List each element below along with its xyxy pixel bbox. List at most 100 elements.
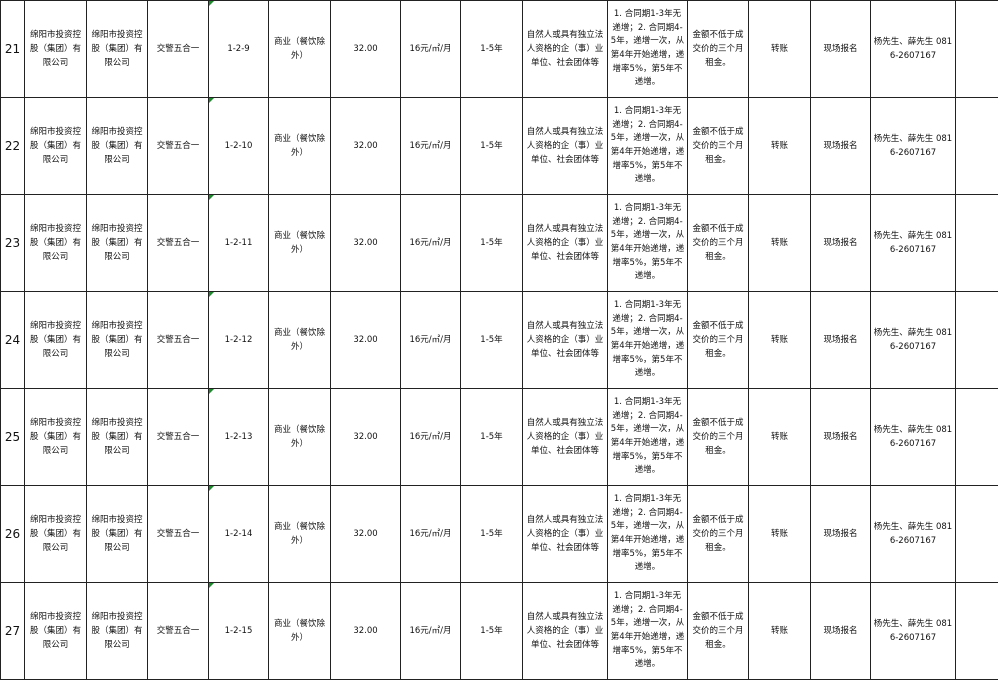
qualification-cell[interactable]: 自然人或具有独立法人资格的企（事）业单位、社会团体等 bbox=[523, 389, 608, 486]
lessor-cell[interactable]: 绵阳市投资控股（集团）有限公司 bbox=[25, 389, 87, 486]
signup-method-cell[interactable]: 现场报名 bbox=[811, 583, 871, 680]
usage-cell[interactable]: 商业（餐饮除外） bbox=[269, 292, 331, 389]
price-cell[interactable]: 16元/㎡/月 bbox=[401, 1, 461, 98]
unit-number-cell[interactable]: 1-2-9 bbox=[209, 1, 269, 98]
area-cell[interactable]: 32.00 bbox=[331, 292, 401, 389]
qualification-cell[interactable]: 自然人或具有独立法人资格的企（事）业单位、社会团体等 bbox=[523, 98, 608, 195]
usage-cell[interactable]: 商业（餐饮除外） bbox=[269, 98, 331, 195]
signup-method-cell[interactable]: 现场报名 bbox=[811, 486, 871, 583]
location-cell[interactable]: 交警五合一 bbox=[148, 1, 209, 98]
usage-cell[interactable]: 商业（餐饮除外） bbox=[269, 389, 331, 486]
extra-cell[interactable] bbox=[956, 292, 998, 389]
lessor-cell[interactable]: 绵阳市投资控股（集团）有限公司 bbox=[25, 486, 87, 583]
payment-method-cell[interactable]: 转账 bbox=[749, 292, 811, 389]
price-cell[interactable]: 16元/㎡/月 bbox=[401, 486, 461, 583]
payment-method-cell[interactable]: 转账 bbox=[749, 195, 811, 292]
usage-cell[interactable]: 商业（餐饮除外） bbox=[269, 195, 331, 292]
location-cell[interactable]: 交警五合一 bbox=[148, 389, 209, 486]
lessor-cell[interactable]: 绵阳市投资控股（集团）有限公司 bbox=[25, 98, 87, 195]
qualification-cell[interactable]: 自然人或具有独立法人资格的企（事）业单位、社会团体等 bbox=[523, 583, 608, 680]
contact-cell[interactable]: 杨先生、薛先生 0816-2607167 bbox=[871, 195, 956, 292]
owner-cell[interactable]: 绵阳市投资控股（集团）有限公司 bbox=[87, 389, 148, 486]
rent-increase-cell[interactable]: 1. 合同期1-3年无递增；2. 合同期4-5年，递增一次，从第4年开始递增，递… bbox=[608, 98, 688, 195]
area-cell[interactable]: 32.00 bbox=[331, 1, 401, 98]
unit-number-cell[interactable]: 1-2-13 bbox=[209, 389, 269, 486]
deposit-cell[interactable]: 金额不低于成交价的三个月租金。 bbox=[688, 389, 749, 486]
price-cell[interactable]: 16元/㎡/月 bbox=[401, 583, 461, 680]
extra-cell[interactable] bbox=[956, 389, 998, 486]
contact-cell[interactable]: 杨先生、薛先生 0816-2607167 bbox=[871, 389, 956, 486]
price-cell[interactable]: 16元/㎡/月 bbox=[401, 98, 461, 195]
qualification-cell[interactable]: 自然人或具有独立法人资格的企（事）业单位、社会团体等 bbox=[523, 292, 608, 389]
rent-increase-cell[interactable]: 1. 合同期1-3年无递增；2. 合同期4-5年，递增一次，从第4年开始递增，递… bbox=[608, 195, 688, 292]
unit-number-cell[interactable]: 1-2-15 bbox=[209, 583, 269, 680]
area-cell[interactable]: 32.00 bbox=[331, 389, 401, 486]
qualification-cell[interactable]: 自然人或具有独立法人资格的企（事）业单位、社会团体等 bbox=[523, 486, 608, 583]
extra-cell[interactable] bbox=[956, 1, 998, 98]
qualification-cell[interactable]: 自然人或具有独立法人资格的企（事）业单位、社会团体等 bbox=[523, 195, 608, 292]
owner-cell[interactable]: 绵阳市投资控股（集团）有限公司 bbox=[87, 292, 148, 389]
deposit-cell[interactable]: 金额不低于成交价的三个月租金。 bbox=[688, 486, 749, 583]
signup-method-cell[interactable]: 现场报名 bbox=[811, 389, 871, 486]
extra-cell[interactable] bbox=[956, 98, 998, 195]
owner-cell[interactable]: 绵阳市投资控股（集团）有限公司 bbox=[87, 1, 148, 98]
lessor-cell[interactable]: 绵阳市投资控股（集团）有限公司 bbox=[25, 1, 87, 98]
deposit-cell[interactable]: 金额不低于成交价的三个月租金。 bbox=[688, 292, 749, 389]
payment-method-cell[interactable]: 转账 bbox=[749, 1, 811, 98]
signup-method-cell[interactable]: 现场报名 bbox=[811, 195, 871, 292]
contact-cell[interactable]: 杨先生、薛先生 0816-2607167 bbox=[871, 98, 956, 195]
row-number-cell[interactable]: 25 bbox=[1, 389, 25, 486]
location-cell[interactable]: 交警五合一 bbox=[148, 195, 209, 292]
rent-increase-cell[interactable]: 1. 合同期1-3年无递增；2. 合同期4-5年，递增一次，从第4年开始递增，递… bbox=[608, 292, 688, 389]
location-cell[interactable]: 交警五合一 bbox=[148, 486, 209, 583]
location-cell[interactable]: 交警五合一 bbox=[148, 98, 209, 195]
extra-cell[interactable] bbox=[956, 486, 998, 583]
usage-cell[interactable]: 商业（餐饮除外） bbox=[269, 583, 331, 680]
term-cell[interactable]: 1-5年 bbox=[461, 486, 523, 583]
extra-cell[interactable] bbox=[956, 583, 998, 680]
price-cell[interactable]: 16元/㎡/月 bbox=[401, 389, 461, 486]
deposit-cell[interactable]: 金额不低于成交价的三个月租金。 bbox=[688, 583, 749, 680]
location-cell[interactable]: 交警五合一 bbox=[148, 292, 209, 389]
unit-number-cell[interactable]: 1-2-12 bbox=[209, 292, 269, 389]
price-cell[interactable]: 16元/㎡/月 bbox=[401, 195, 461, 292]
row-number-cell[interactable]: 24 bbox=[1, 292, 25, 389]
payment-method-cell[interactable]: 转账 bbox=[749, 389, 811, 486]
owner-cell[interactable]: 绵阳市投资控股（集团）有限公司 bbox=[87, 583, 148, 680]
unit-number-cell[interactable]: 1-2-10 bbox=[209, 98, 269, 195]
term-cell[interactable]: 1-5年 bbox=[461, 292, 523, 389]
row-number-cell[interactable]: 22 bbox=[1, 98, 25, 195]
area-cell[interactable]: 32.00 bbox=[331, 98, 401, 195]
contact-cell[interactable]: 杨先生、薛先生 0816-2607167 bbox=[871, 583, 956, 680]
payment-method-cell[interactable]: 转账 bbox=[749, 98, 811, 195]
unit-number-cell[interactable]: 1-2-14 bbox=[209, 486, 269, 583]
term-cell[interactable]: 1-5年 bbox=[461, 389, 523, 486]
payment-method-cell[interactable]: 转账 bbox=[749, 486, 811, 583]
term-cell[interactable]: 1-5年 bbox=[461, 98, 523, 195]
area-cell[interactable]: 32.00 bbox=[331, 486, 401, 583]
lessor-cell[interactable]: 绵阳市投资控股（集团）有限公司 bbox=[25, 195, 87, 292]
rent-increase-cell[interactable]: 1. 合同期1-3年无递增；2. 合同期4-5年，递增一次，从第4年开始递增，递… bbox=[608, 1, 688, 98]
area-cell[interactable]: 32.00 bbox=[331, 583, 401, 680]
qualification-cell[interactable]: 自然人或具有独立法人资格的企（事）业单位、社会团体等 bbox=[523, 1, 608, 98]
usage-cell[interactable]: 商业（餐饮除外） bbox=[269, 486, 331, 583]
unit-number-cell[interactable]: 1-2-11 bbox=[209, 195, 269, 292]
extra-cell[interactable] bbox=[956, 195, 998, 292]
contact-cell[interactable]: 杨先生、薛先生 0816-2607167 bbox=[871, 1, 956, 98]
payment-method-cell[interactable]: 转账 bbox=[749, 583, 811, 680]
row-number-cell[interactable]: 23 bbox=[1, 195, 25, 292]
price-cell[interactable]: 16元/㎡/月 bbox=[401, 292, 461, 389]
row-number-cell[interactable]: 26 bbox=[1, 486, 25, 583]
lessor-cell[interactable]: 绵阳市投资控股（集团）有限公司 bbox=[25, 583, 87, 680]
area-cell[interactable]: 32.00 bbox=[331, 195, 401, 292]
row-number-cell[interactable]: 27 bbox=[1, 583, 25, 680]
deposit-cell[interactable]: 金额不低于成交价的三个月租金。 bbox=[688, 98, 749, 195]
rent-increase-cell[interactable]: 1. 合同期1-3年无递增；2. 合同期4-5年，递增一次，从第4年开始递增，递… bbox=[608, 583, 688, 680]
usage-cell[interactable]: 商业（餐饮除外） bbox=[269, 1, 331, 98]
lessor-cell[interactable]: 绵阳市投资控股（集团）有限公司 bbox=[25, 292, 87, 389]
rent-increase-cell[interactable]: 1. 合同期1-3年无递增；2. 合同期4-5年，递增一次，从第4年开始递增，递… bbox=[608, 389, 688, 486]
signup-method-cell[interactable]: 现场报名 bbox=[811, 1, 871, 98]
signup-method-cell[interactable]: 现场报名 bbox=[811, 98, 871, 195]
row-number-cell[interactable]: 21 bbox=[1, 1, 25, 98]
signup-method-cell[interactable]: 现场报名 bbox=[811, 292, 871, 389]
